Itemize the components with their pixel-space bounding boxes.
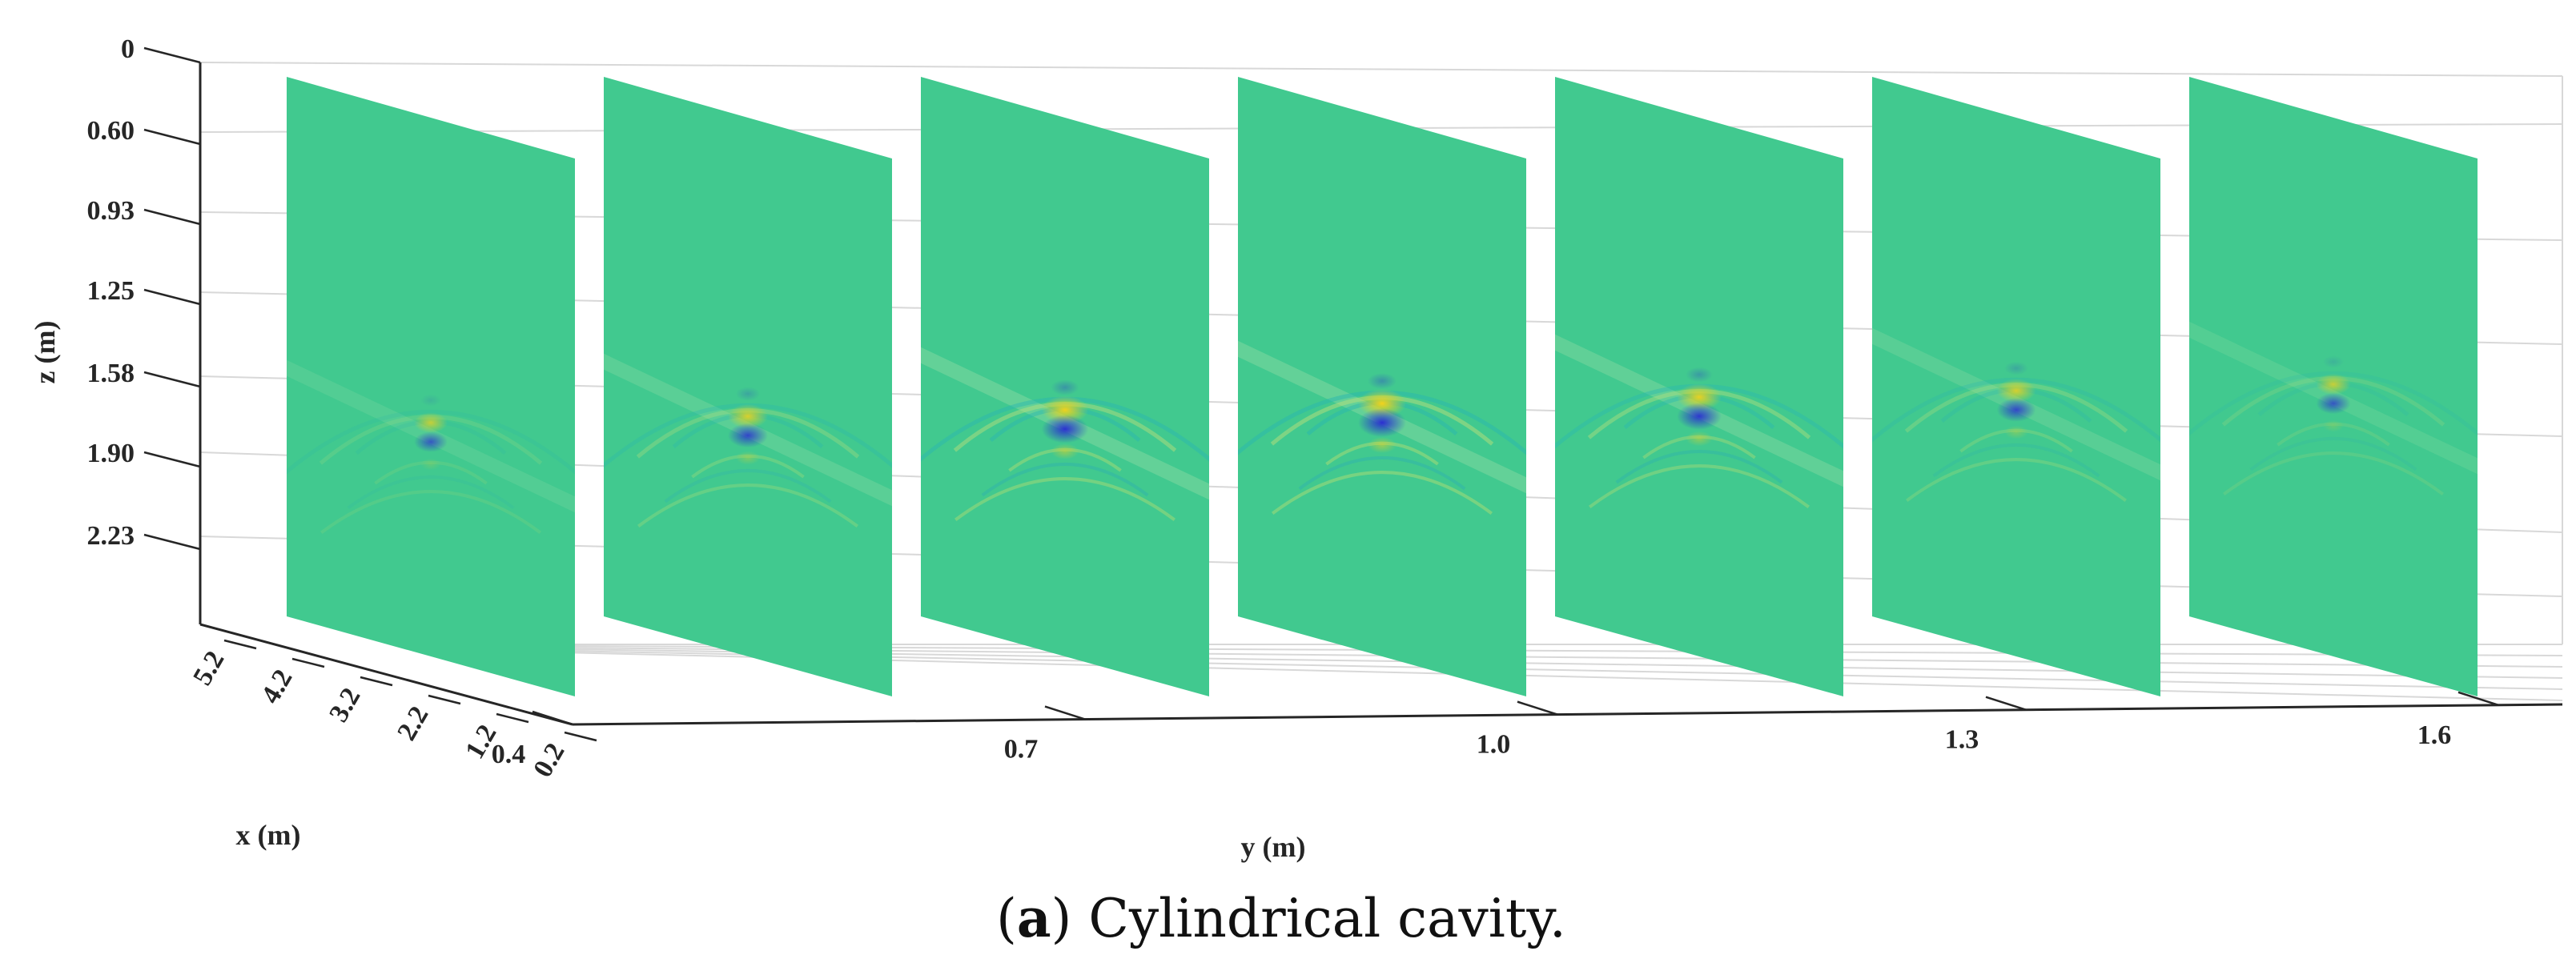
z-tick (143, 451, 201, 468)
anomaly-positive (1051, 443, 1079, 459)
slice-2 (604, 77, 892, 696)
slice-5 (1555, 77, 1843, 696)
figure-caption: (a) Cylindrical cavity. (996, 887, 1566, 949)
y-tick (1044, 705, 1086, 720)
anomaly-positive (420, 458, 441, 471)
x-tick-label: 3.2 (324, 683, 366, 727)
anomaly-positive (1996, 379, 2036, 403)
x-tick (291, 657, 325, 668)
grid-line (560, 650, 2563, 690)
x-tick (496, 712, 529, 724)
x-tick-label: 5.2 (187, 646, 230, 690)
anomaly-negative (1358, 408, 1406, 437)
slice-7 (2189, 77, 2478, 696)
anomaly-positive (2004, 425, 2028, 439)
anomaly-negative (727, 423, 769, 448)
anomaly-positive (735, 451, 761, 465)
z-tick (143, 371, 201, 388)
z-tick (143, 288, 201, 306)
y-tick-label: 0.4 (492, 740, 526, 769)
y-tick-label: 1.3 (1945, 725, 1979, 755)
slice-6 (1872, 77, 2160, 696)
anomaly-negative (1051, 379, 1079, 395)
anomaly-negative (420, 394, 441, 407)
y-tick-label: 1.6 (2417, 720, 2452, 750)
anomaly-positive (1368, 437, 1397, 453)
z-tick-label: 0 (121, 34, 135, 64)
y-axis-ticks: 0.4 0.7 1.0 1.3 1.6 (492, 691, 2499, 769)
anomaly-positive (727, 403, 769, 429)
anomaly-negative (1996, 398, 2036, 422)
slice-plane (604, 77, 892, 696)
anomaly-negative (2004, 361, 2028, 375)
grid-line (199, 62, 2563, 77)
anomaly-negative (735, 387, 761, 401)
anomaly-positive (2316, 373, 2351, 395)
z-tick (143, 208, 201, 226)
z-tick-label: 1.58 (87, 359, 135, 388)
x-tick-label: 0.2 (528, 738, 570, 782)
x-tick (564, 731, 597, 742)
y-tick (2457, 691, 2499, 706)
y-tick (532, 710, 573, 726)
z-tick-label: 0.93 (87, 196, 135, 226)
y-tick-label: 0.7 (1004, 735, 1039, 764)
slices (287, 77, 2478, 696)
grid-line (560, 648, 2563, 679)
z-tick-label: 0.60 (87, 116, 135, 146)
anomaly-negative (1686, 367, 1713, 383)
anomaly-negative (1677, 403, 1722, 430)
x-tick (360, 676, 393, 687)
x-tick (223, 639, 257, 650)
y-tick (1985, 696, 2027, 711)
slice-1 (287, 77, 575, 696)
caption-text: Cylindrical cavity. (1088, 888, 1566, 949)
x-axis-line (199, 623, 573, 726)
x-axis-label: x (m) (236, 819, 301, 851)
y-axis-label: y (m) (1241, 831, 1306, 863)
grid-line (560, 652, 2563, 701)
anomaly-positive (2322, 419, 2345, 432)
slice-plane (287, 77, 575, 696)
anomaly-negative (1041, 415, 1089, 443)
anomaly-negative (414, 431, 448, 452)
x-tick-label: 2.2 (392, 701, 434, 745)
slice-3 (921, 77, 1209, 696)
grid-line (560, 647, 2563, 668)
z-tick (143, 46, 201, 64)
z-tick (143, 533, 201, 551)
grid-line (560, 645, 2563, 656)
z-axis-label: z (m) (29, 321, 61, 384)
anomaly-negative (2322, 355, 2345, 368)
y-tick (1517, 700, 1558, 716)
anomaly-negative (1368, 373, 1397, 389)
z-tick-label: 1.90 (87, 439, 135, 468)
y-tick-label: 1.0 (1477, 730, 1511, 760)
x-tick-label: 4.2 (255, 664, 298, 708)
z-tick (143, 128, 201, 146)
y-axis-line (572, 703, 2563, 726)
anomaly-negative (2316, 392, 2351, 415)
z-axis-ticks: 0 0.60 0.93 1.25 1.58 1.90 2.23 (87, 34, 201, 551)
slice-4 (1238, 77, 1526, 696)
caption-letter: a (1017, 887, 1051, 949)
anomaly-positive (1677, 383, 1722, 411)
axes (199, 62, 2563, 726)
z-tick-label: 2.23 (87, 521, 135, 551)
anomaly-positive (414, 412, 448, 433)
z-tick-label: 1.25 (87, 276, 135, 306)
anomaly-positive (1686, 431, 1713, 447)
x-tick (428, 694, 461, 705)
